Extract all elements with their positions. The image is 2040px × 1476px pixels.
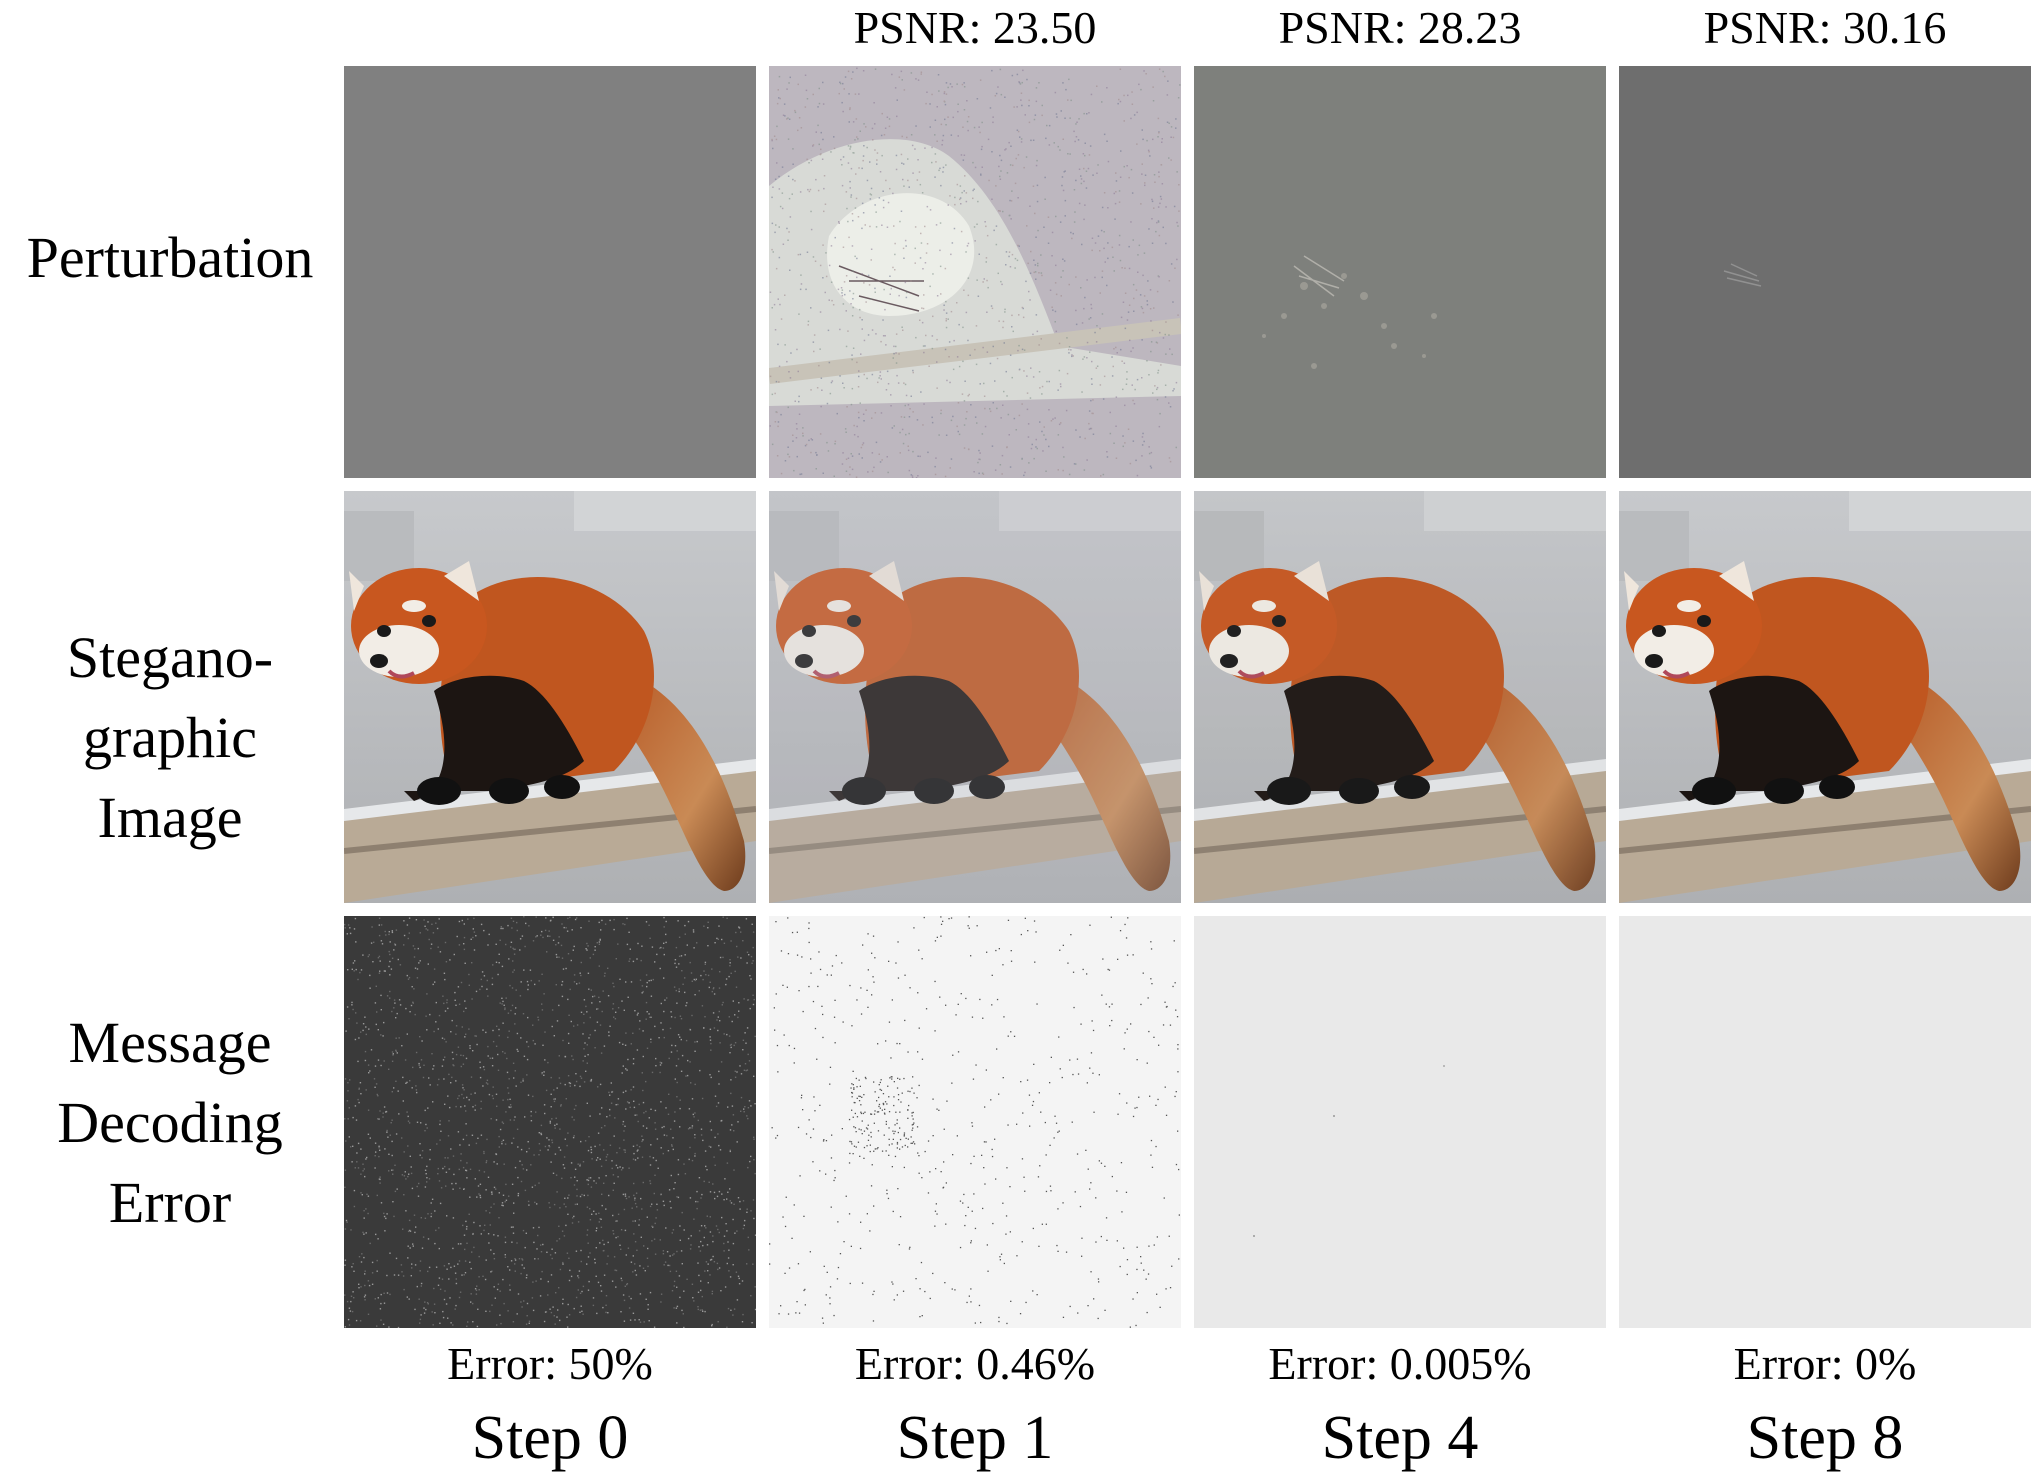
decoding-error-step0	[344, 916, 756, 1328]
row-label-stego-line3: Image	[97, 785, 243, 850]
perturbation-step1	[769, 66, 1181, 478]
row-label-stego: Stegano- graphic Image	[0, 618, 340, 858]
decoding-error-step8	[1619, 916, 2031, 1328]
error-label-step4: Error: 0.005%	[1268, 1338, 1532, 1389]
step-label-1: Step 1	[896, 1404, 1054, 1472]
error-label-step8: Error: 0%	[1733, 1338, 1917, 1389]
row-label-error-line1: Message	[68, 1010, 272, 1075]
row-label-stego-line2: graphic	[83, 705, 257, 770]
row-label-error-line2: Decoding	[57, 1090, 283, 1155]
row-label-perturbation: Perturbation	[26, 225, 314, 290]
decoding-error-step4	[1194, 916, 1606, 1328]
stego-image-step8	[1619, 491, 2031, 903]
psnr-label-step1: PSNR: 23.50	[853, 2, 1097, 53]
step-label-0: Step 0	[471, 1404, 629, 1472]
perturbation-step4	[1194, 66, 1606, 478]
step-label-4: Step 4	[1321, 1404, 1479, 1472]
error-label-step0: Error: 50%	[447, 1338, 653, 1389]
row-label-error-line3: Error	[108, 1170, 232, 1235]
error-label-step1: Error: 0.46%	[854, 1338, 1096, 1389]
psnr-label-step4: PSNR: 28.23	[1278, 2, 1522, 53]
row-label-stego-line1: Stegano-	[66, 625, 274, 690]
perturbation-step0	[344, 66, 756, 478]
psnr-label-step8: PSNR: 30.16	[1703, 2, 1947, 53]
stego-image-step1	[769, 491, 1181, 903]
perturbation-step8	[1619, 66, 2031, 478]
decoding-error-step1	[769, 916, 1181, 1328]
stego-image-step4	[1194, 491, 1606, 903]
row-label-error: Message Decoding Error	[0, 1003, 340, 1243]
stego-image-step0	[344, 491, 756, 903]
step-label-8: Step 8	[1746, 1404, 1904, 1472]
